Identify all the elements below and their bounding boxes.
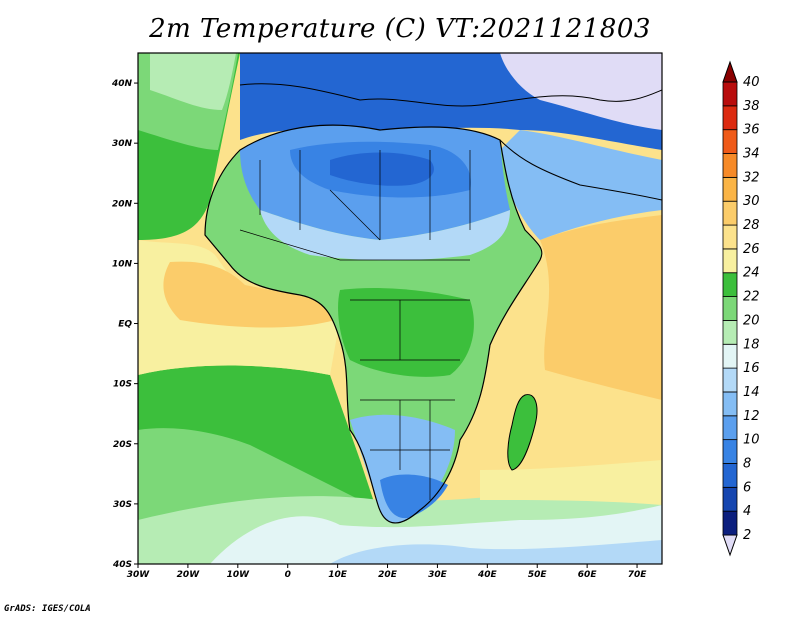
colorbar-cell xyxy=(722,320,738,345)
colorbar-label: 34 xyxy=(743,147,760,162)
colorbar-cell xyxy=(722,176,738,202)
colorbar-label: 38 xyxy=(743,99,760,114)
field-congo-22 xyxy=(338,288,474,377)
colorbar-label: 36 xyxy=(743,123,760,138)
x-tick-label: 20E xyxy=(378,570,398,580)
colorbar-cell xyxy=(722,343,738,369)
madagascar-coastline xyxy=(507,394,538,471)
plot-frame xyxy=(137,52,663,565)
colorbar-label: 20 xyxy=(743,313,760,328)
colorbar-cell xyxy=(722,224,738,250)
y-tick-label: 40N xyxy=(111,79,133,89)
colorbar-label: 28 xyxy=(743,218,760,233)
y-tick-label: 40S xyxy=(112,560,132,570)
field-europe-cold xyxy=(500,53,662,130)
colorbar-label: 4 xyxy=(743,504,751,519)
colorbar-cell xyxy=(722,534,738,557)
colorbar-label: 40 xyxy=(743,75,760,90)
colorbar-cell xyxy=(722,391,738,417)
colorbar-cell xyxy=(722,510,738,536)
y-axis: 40N 30N 20N 10N EQ 10S 20S 30S 40S xyxy=(111,79,138,570)
field-north-atlantic-18 xyxy=(150,53,236,110)
y-tick-label: 30S xyxy=(113,500,132,510)
field-gulf-guinea-28 xyxy=(163,261,335,328)
y-tick-label: 30N xyxy=(112,139,133,149)
x-axis: 30W 20W 10W 0 10E 20E 30E 40E 50E 60E 70E xyxy=(127,564,647,580)
colorbar-label: 32 xyxy=(743,170,760,185)
colorbar-cell xyxy=(722,415,738,441)
colorbar-cell xyxy=(722,200,738,226)
x-tick-label: 30W xyxy=(127,570,151,580)
colorbar-cell xyxy=(722,486,738,512)
colorbar-cell xyxy=(722,296,738,321)
colorbar-cell xyxy=(722,367,738,393)
field-arabian-sea-28 xyxy=(540,215,662,400)
x-tick-label: 10E xyxy=(328,570,348,580)
x-tick-label: 0 xyxy=(285,570,291,580)
grads-credit: GrADS: IGES/COLA xyxy=(4,604,91,614)
field-sahara-deep xyxy=(330,152,434,186)
colorbar-label: 2 xyxy=(743,528,751,543)
colorbar-label: 30 xyxy=(743,194,760,209)
country-borders xyxy=(239,150,471,500)
y-tick-label: EQ xyxy=(118,320,132,330)
field-southern-ocean-14 xyxy=(330,540,662,564)
colorbar-cell xyxy=(722,439,738,464)
map-title: 2m Temperature (C) VT:2021121803 xyxy=(149,14,651,44)
field-sahel-16 xyxy=(260,210,510,261)
x-tick-label: 60E xyxy=(578,570,598,580)
colorbar-label: 18 xyxy=(743,337,760,352)
field-indian-ocean-24 xyxy=(480,460,662,505)
colorbar-cell xyxy=(722,81,738,107)
colorbar-label: 22 xyxy=(743,290,760,305)
colorbar-cell xyxy=(722,129,738,154)
colorbar-cell xyxy=(722,60,738,83)
africa-coastline xyxy=(204,124,543,524)
colorbar-label: 12 xyxy=(743,409,760,424)
x-tick-label: 10W xyxy=(227,570,251,580)
colorbar-label: 14 xyxy=(743,385,760,400)
colorbar-label: 26 xyxy=(743,242,760,257)
colorbar-label: 6 xyxy=(743,480,751,495)
field-south-africa-10 xyxy=(380,474,448,519)
colorbar-cell xyxy=(722,105,738,131)
colorbar-cell xyxy=(722,153,738,178)
y-tick-label: 10N xyxy=(112,259,133,269)
y-tick-label: 10S xyxy=(113,380,132,390)
y-tick-label: 20S xyxy=(113,440,132,450)
colorbar-label: 10 xyxy=(743,433,760,448)
colorbar-label: 24 xyxy=(743,266,760,281)
y-tick-label: 20N xyxy=(112,199,133,209)
colorbar-label: 16 xyxy=(743,361,760,376)
colorbar-label: 8 xyxy=(743,456,751,471)
x-tick-label: 20W xyxy=(177,570,201,580)
x-tick-label: 40E xyxy=(477,570,498,580)
x-tick-label: 50E xyxy=(528,570,548,580)
colorbar-cell xyxy=(722,463,738,488)
arabia-coastline xyxy=(499,139,662,201)
x-tick-label: 30E xyxy=(428,570,448,580)
colorbar-cell xyxy=(722,272,738,297)
europe-coastline xyxy=(239,83,662,107)
colorbar-cell xyxy=(722,248,738,274)
x-tick-label: 70E xyxy=(628,570,648,580)
